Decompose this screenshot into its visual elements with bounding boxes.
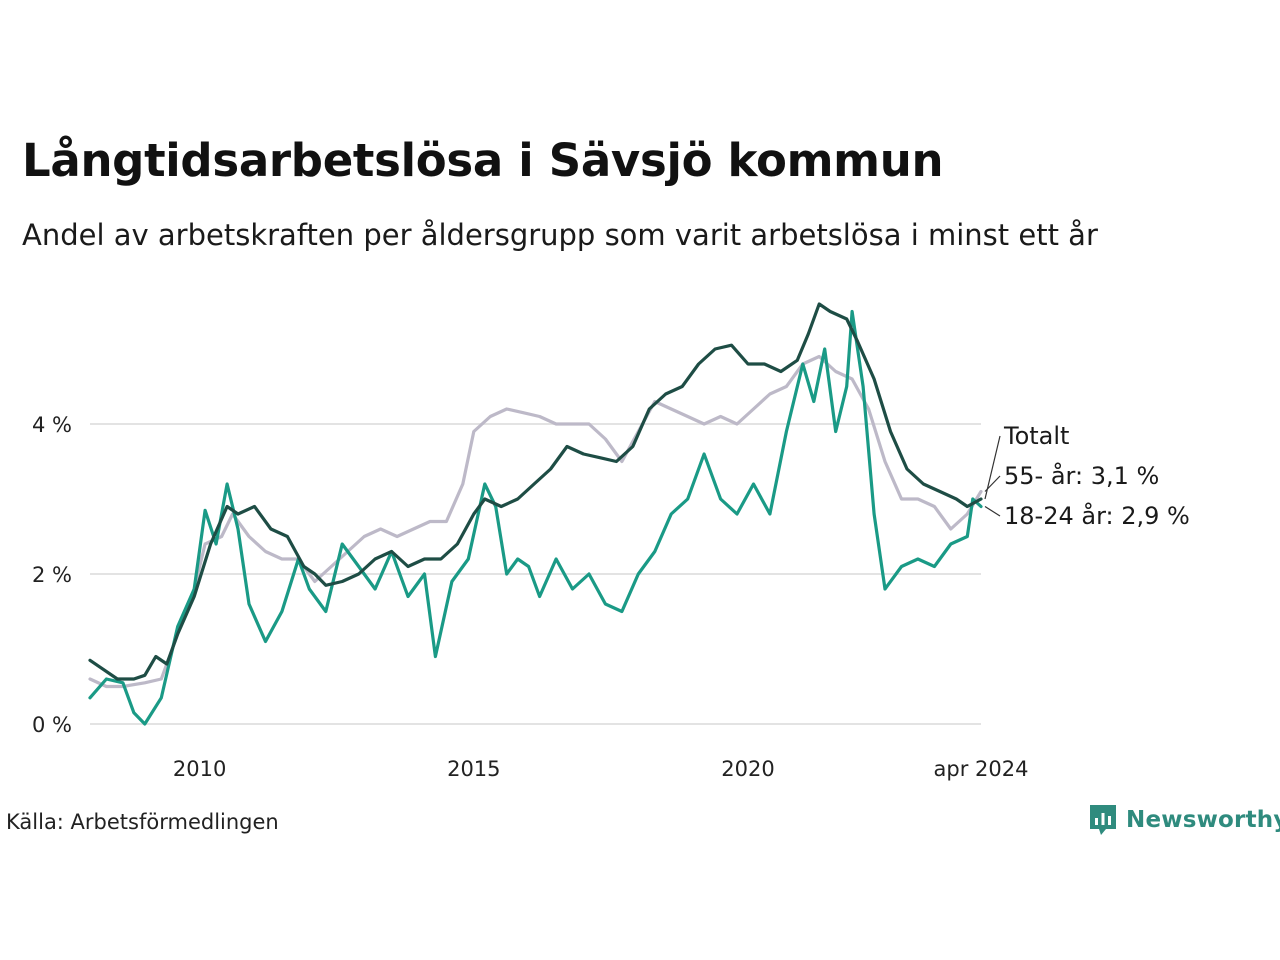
- newsworthy-icon: [1090, 805, 1116, 835]
- x-axis-ticks: 2010 2015 2020 apr 2024: [173, 757, 1029, 781]
- series-label: 55- år: 3,1 %: [1004, 461, 1159, 490]
- source-note: Källa: Arbetsförmedlingen: [6, 810, 279, 834]
- y-tick-label: 0 %: [32, 713, 72, 737]
- brand-name: Newsworthy: [1126, 807, 1280, 833]
- series-labels: 55- år: 3,1 % 18-24 år: 2,9 % Totalt: [984, 422, 1190, 530]
- series-line: [88, 354, 983, 689]
- brand-logo: Newsworthy: [1088, 803, 1280, 837]
- chart-title: Långtidsarbetslösa i Sävsjö kommun: [22, 134, 944, 187]
- series-lines: [88, 302, 983, 726]
- x-tick-label: apr 2024: [934, 757, 1029, 781]
- y-tick-label: 2 %: [32, 563, 72, 587]
- label-leader: [984, 435, 1001, 500]
- y-axis-ticks: 0 % 2 % 4 %: [32, 413, 72, 737]
- chart-subtitle: Andel av arbetskraften per åldersgrupp s…: [22, 218, 1098, 252]
- series-label: 18-24 år: 2,9 %: [1004, 501, 1190, 530]
- x-tick-label: 2020: [721, 757, 774, 781]
- x-tick-label: 2015: [447, 757, 500, 781]
- series-line: [88, 302, 983, 681]
- x-tick-label: 2010: [173, 757, 226, 781]
- y-tick-label: 4 %: [32, 413, 72, 437]
- gridlines: [90, 423, 981, 725]
- series-line: [88, 309, 983, 726]
- label-leader: [984, 505, 1001, 517]
- series-label: Totalt: [1003, 422, 1069, 450]
